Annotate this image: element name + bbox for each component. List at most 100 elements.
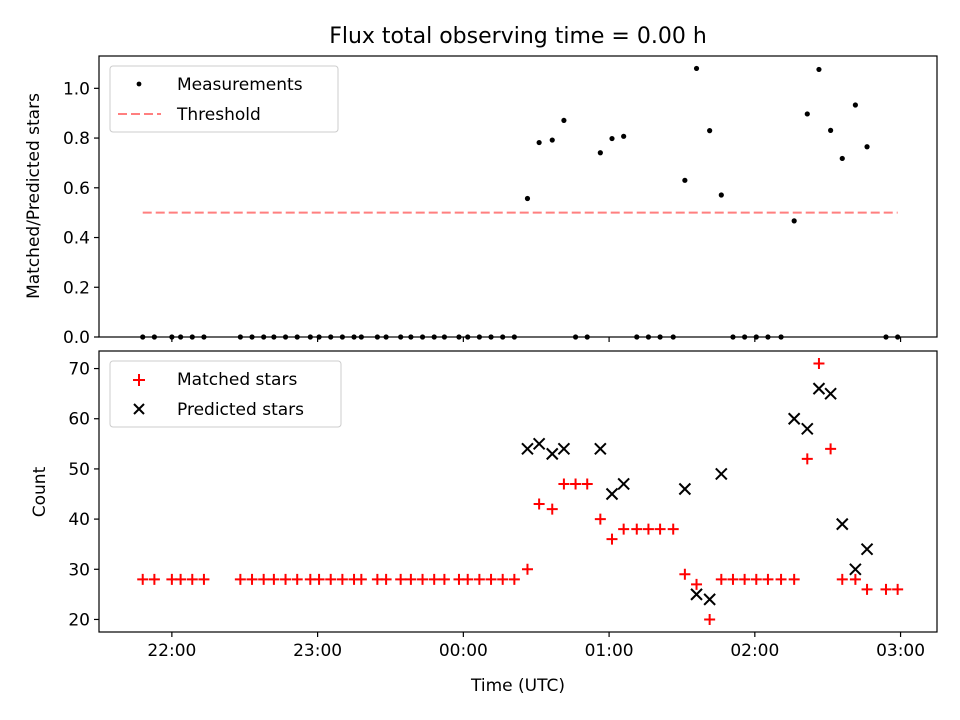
matched-star-point	[405, 573, 417, 585]
chart-title: Flux total observing time = 0.00 h	[329, 24, 707, 49]
bottom-y-tick-label: 70	[68, 360, 90, 380]
matched-star-point	[258, 573, 270, 585]
top-y-tick-label: 0.6	[63, 179, 90, 199]
top-y-tick-label: 0.8	[63, 129, 90, 149]
legend-measurements-marker	[136, 81, 142, 87]
matched-star-point	[654, 523, 666, 535]
matched-star-point	[521, 563, 533, 575]
matched-star-point	[546, 503, 558, 515]
matched-star-point	[380, 573, 392, 585]
bottom-y-tick-label: 60	[68, 410, 90, 430]
predicted-star-point	[678, 482, 692, 496]
matched-star-point	[186, 573, 198, 585]
matched-star-point	[137, 573, 149, 585]
top-axes-frame	[98, 55, 938, 338]
bottom-axes-frame	[98, 350, 938, 633]
legend-threshold-label: Threshold	[176, 105, 261, 125]
matched-star-point	[558, 478, 570, 490]
bottom-legend-frame	[109, 360, 342, 428]
legend-predicted-marker	[133, 403, 145, 415]
matched-star-point	[280, 573, 292, 585]
top-y-tick-label: 0.2	[63, 278, 90, 298]
predicted-star-point	[521, 442, 534, 456]
matched-star-point	[355, 573, 367, 585]
matched-star-point	[313, 573, 325, 585]
matched-star-point	[175, 573, 187, 585]
x-tick-label: 03:00	[876, 641, 925, 661]
measurement-point	[561, 117, 567, 124]
matched-star-point	[825, 443, 837, 455]
measurement-point	[597, 150, 603, 156]
x-tick-label: 01:00	[585, 641, 634, 661]
matched-star-point	[679, 568, 691, 580]
predicted-star-point	[605, 487, 619, 501]
top-y-tick-label: 1.0	[63, 79, 90, 99]
count-panel: 20 30 40 50 60 70 22:00 23:00 00:00 01:00 02:00 03:…	[68, 350, 938, 661]
matched-star-point	[788, 573, 800, 585]
measurement-point	[524, 195, 531, 202]
predicted-star-point	[546, 447, 559, 461]
predicted-star-point	[617, 477, 630, 491]
top-y-axis-label: Matched/Predicted stars	[24, 93, 44, 299]
predicted-star-point	[557, 442, 571, 456]
matched-star-point	[198, 573, 210, 585]
matched-star-point	[395, 573, 407, 585]
measurement-point	[791, 218, 797, 224]
matched-star-point	[715, 573, 727, 585]
matched-star-point	[606, 533, 618, 545]
matched-star-point	[861, 583, 873, 595]
matched-star-point	[533, 498, 545, 510]
matched-star-point	[775, 573, 787, 585]
top-y-tick-label: 0.4	[63, 229, 90, 249]
predicted-star-point	[787, 412, 801, 425]
predicted-star-point	[715, 467, 728, 481]
ratio-panel: 0.0 0.2 0.4 0.6 0.8 1.0	[63, 55, 938, 348]
measurement-point	[864, 144, 870, 150]
matched-star-point	[739, 573, 751, 585]
bottom-y-tick-label: 20	[68, 610, 90, 630]
measurement-point	[682, 177, 688, 183]
predicted-star-point	[812, 382, 826, 395]
legend-matched-marker	[133, 374, 145, 386]
matched-star-point	[801, 453, 813, 465]
top-legend-frame	[109, 65, 339, 133]
measurement-point	[852, 102, 858, 108]
matched-star-point	[497, 573, 509, 585]
predicted-star-point	[594, 442, 607, 456]
matched-star-point	[642, 523, 654, 535]
matched-star-point	[631, 523, 643, 535]
bottom-y-tick-label: 50	[68, 460, 90, 480]
matched-star-point	[704, 613, 716, 625]
matched-star-point	[336, 573, 348, 585]
matched-star-point	[880, 583, 892, 595]
matched-star-point	[234, 573, 246, 585]
matched-star-point	[727, 573, 739, 585]
matched-star-point	[438, 573, 450, 585]
measurement-point	[718, 192, 724, 198]
legend-predicted-label: Predicted stars	[177, 400, 304, 420]
measurement-point	[839, 155, 845, 162]
predicted-star-point	[860, 542, 874, 556]
bottom-y-axis-label: Count	[30, 466, 50, 517]
legend-matched-label: Matched stars	[177, 370, 297, 390]
matched-star-point	[462, 573, 474, 585]
predicted-star-point	[703, 593, 716, 606]
matched-star-point	[849, 573, 861, 585]
measurement-point	[828, 127, 834, 133]
measurement-point	[707, 128, 713, 134]
matched-star-point	[268, 573, 280, 585]
bottom-legend: Matched stars Predicted stars	[109, 360, 342, 428]
matched-star-point	[291, 573, 303, 585]
measurement-point	[621, 133, 627, 139]
matched-star-point	[667, 523, 679, 535]
matched-star-point	[325, 573, 337, 585]
matched-star-point	[570, 478, 582, 490]
x-tick-label: 02:00	[730, 641, 779, 661]
matched-star-point	[892, 583, 904, 595]
matched-star-point	[813, 358, 825, 370]
matched-star-point	[417, 573, 429, 585]
matched-star-point	[148, 573, 160, 585]
predicted-star-point	[690, 588, 703, 601]
matched-star-point	[428, 573, 440, 585]
